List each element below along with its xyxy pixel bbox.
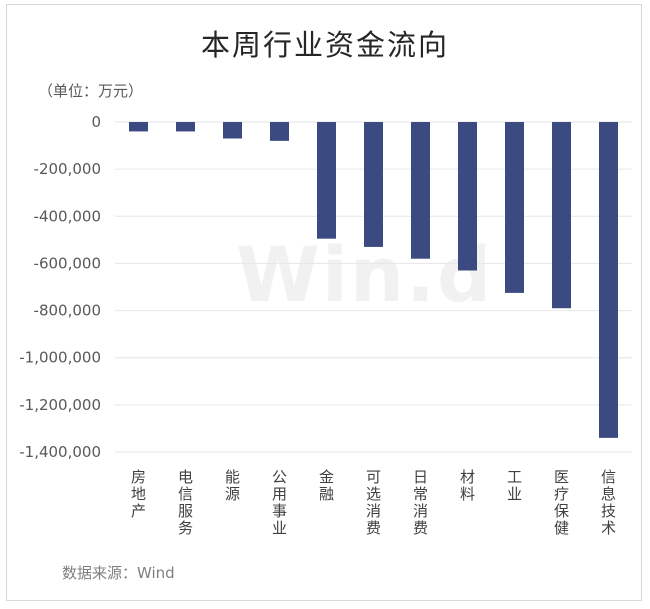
x-category-label: 费 [413,519,428,537]
x-category-label: 源 [225,485,240,503]
bar-8 [505,122,524,293]
x-category-label: 公 [272,468,287,486]
x-category-label: 疗 [554,485,569,503]
y-tick-label: -600,000 [34,254,101,272]
x-category-label: 用 [272,485,287,503]
x-category-label: 能 [225,468,240,486]
bar-7 [458,122,477,271]
x-category-label: 服 [178,502,193,520]
x-category-label: 房 [131,468,146,486]
bar-5 [364,122,383,247]
x-category-label: 工 [507,468,522,486]
bar-10 [599,122,618,438]
bar-6 [411,122,430,259]
y-tick-label: -1,200,000 [19,396,101,414]
y-tick-label: -800,000 [34,302,101,320]
x-category-label: 常 [413,485,428,503]
bar-0 [129,122,148,132]
x-category-label: 电 [178,468,193,486]
x-category-label: 料 [460,485,475,503]
x-category-label: 产 [131,502,146,520]
unit-label: （单位：万元） [38,82,144,100]
y-tick-label: -1,000,000 [19,349,101,367]
chart-title: 本周行业资金流向 [200,28,449,62]
x-category-label: 材 [460,468,475,486]
y-tick-label: -200,000 [34,160,101,178]
x-category-label: 健 [554,519,569,537]
x-category-label: 消 [366,502,381,520]
x-category-label: 金 [319,468,334,486]
x-category-label: 业 [272,519,287,537]
y-tick-label: -400,000 [34,207,101,225]
x-category-label: 地 [131,485,146,503]
y-tick-label: -1,400,000 [19,443,101,461]
x-category-label: 可 [366,468,381,486]
x-category-label: 事 [272,502,287,520]
x-category-label: 务 [178,519,193,537]
bar-1 [176,122,195,132]
x-category-label: 日 [413,468,428,486]
bar-4 [317,122,336,239]
bars [129,122,618,438]
x-category-label: 信 [178,485,193,503]
x-category-label: 费 [366,519,381,537]
y-axis-ticks: 0 -200,000 -400,000 -600,000 -800,000 -1,000,… [19,113,101,461]
bar-2 [223,122,242,139]
x-category-label: 技 [601,502,616,520]
x-category-label: 业 [507,485,522,503]
chart-frame [6,4,642,601]
x-category-label: 保 [554,502,569,520]
x-category-label: 息 [601,485,616,503]
bar-9 [552,122,571,309]
x-category-label: 选 [366,485,381,503]
x-category-label: 消 [413,502,428,520]
x-category-label: 术 [601,519,616,537]
x-category-label: 医 [554,468,569,486]
x-category-label: 融 [319,485,334,503]
y-tick-label: 0 [91,113,101,131]
bar-3 [270,122,289,141]
x-category-label: 信 [601,468,616,486]
data-source-note: 数据来源：Wind [62,564,175,582]
